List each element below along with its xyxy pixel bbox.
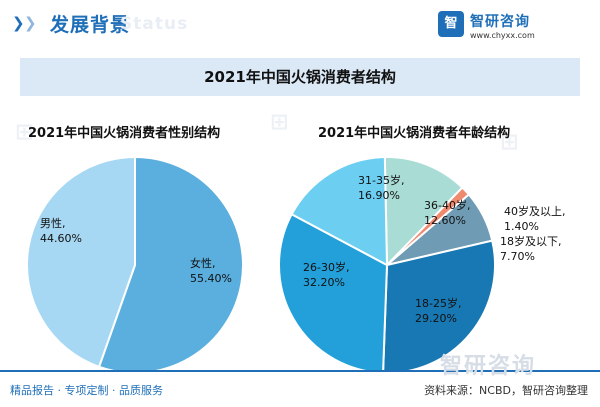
age-chart-title: 2021年中国火锅消费者年龄结构 [318, 126, 511, 141]
chevron-right-icon: ❯ [24, 14, 37, 32]
footer-brand-watermark: 智研咨询 [440, 354, 537, 379]
main-title: 2021年中国火锅消费者结构 [204, 68, 396, 86]
slice-category: 36-40岁, [424, 199, 471, 212]
brand-logo-icon: 智 [438, 11, 464, 37]
header: ❯ ❯ 发展背景 Status 智 智研咨询 www.chyxx.com [0, 0, 600, 46]
slice-value: 55.40% [190, 272, 232, 285]
age-pie-chart [278, 156, 496, 374]
slice-category: 40岁及以上, [504, 205, 566, 218]
ghost-text: Status [120, 14, 189, 34]
data-source: 资料来源：NCBD，智研咨询整理 [424, 384, 588, 397]
slice-value: 16.90% [358, 189, 400, 202]
watermark: ⊞ [500, 130, 519, 155]
slice-category: 男性, [40, 217, 66, 230]
slice-value: 29.20% [415, 312, 457, 325]
slice-label: 36-40岁, 12.60% [424, 198, 470, 228]
slice-label: 26-30岁, 32.20% [303, 260, 349, 290]
slice-value: 44.60% [40, 232, 82, 245]
slice-label: 女性, 55.40% [190, 256, 232, 286]
section-title: 发展背景 [50, 14, 131, 36]
slice-category: 18-25岁, [415, 297, 462, 310]
watermark: ⊞ [270, 110, 289, 135]
chevron-right-icon: ❯ [12, 14, 25, 32]
slice-category: 31-35岁, [358, 174, 405, 187]
slice-label: 40岁及以上, 1.40% [504, 204, 566, 234]
slice-category: 18岁及以下, [500, 235, 562, 248]
pie-slice [383, 156, 464, 268]
slice-category: 26-30岁, [303, 261, 350, 274]
title-band: 2021年中国火锅消费者结构 [20, 58, 580, 96]
slice-value: 1.40% [504, 220, 539, 233]
slice-category: 女性, [190, 257, 216, 270]
brand: 智 智研咨询 www.chyxx.com [438, 9, 578, 45]
brand-name: 智研咨询 [470, 14, 530, 30]
watermark: ⊞ [15, 120, 34, 145]
slice-label: 男性, 44.60% [40, 216, 82, 246]
slice-value: 32.20% [303, 276, 345, 289]
chart-area: 2021年中国火锅消费者性别结构 2021年中国火锅消费者年龄结构 女性, 55.… [20, 100, 580, 374]
pie-slice [278, 212, 389, 374]
gender-chart-title: 2021年中国火锅消费者性别结构 [28, 126, 221, 141]
brand-url: www.chyxx.com [470, 31, 535, 40]
slice-label: 18岁及以下, 7.70% [500, 234, 562, 264]
slice-label: 18-25岁, 29.20% [415, 296, 461, 326]
pie-slice [26, 155, 136, 369]
pie-slice [290, 156, 389, 267]
footer: 智研咨询 精品报告 · 专项定制 · 品质服务 资料来源：NCBD，智研咨询整理 [0, 354, 600, 407]
gender-pie-chart [26, 155, 244, 374]
slice-value: 7.70% [500, 250, 535, 263]
slice-value: 12.60% [424, 214, 466, 227]
footer-divider [0, 370, 600, 372]
footer-tagline: 精品报告 · 专项定制 · 品质服务 [10, 384, 163, 397]
slice-label: 31-35岁, 16.90% [358, 173, 404, 203]
